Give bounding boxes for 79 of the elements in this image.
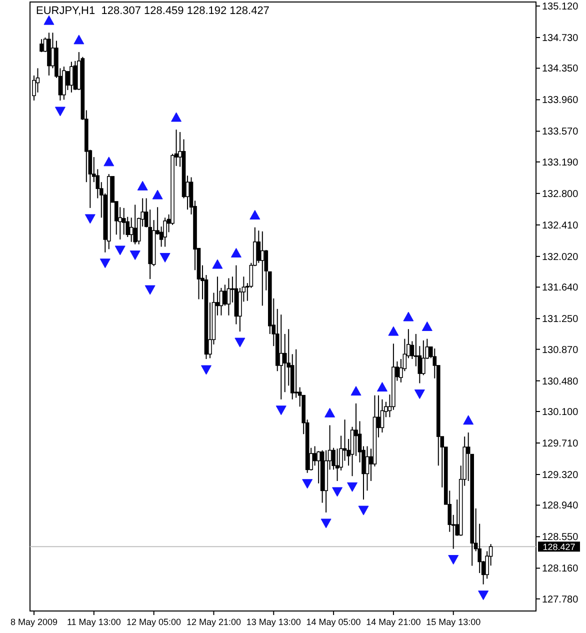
point [171,112,182,122]
point [422,321,432,331]
point [74,34,84,44]
point [463,415,474,425]
point [234,338,246,348]
candlestick [282,333,287,393]
x-tick-label: 12 May 05:00 [126,617,182,627]
ref-line-label: 128.427 [542,542,576,552]
x-tick-label: 8 May 2009 [10,617,58,627]
point [276,406,286,416]
y-tick-label: 135.120 [542,2,579,13]
y-tick-label: 128.550 [542,532,579,544]
candlestick [133,204,137,245]
point [212,259,223,269]
point [160,252,170,262]
y-tick-label: 130.480 [542,376,579,388]
x-tick-label: 14 May 05:00 [306,617,361,627]
point [403,312,414,322]
point [152,190,163,200]
point [358,506,369,516]
candlestick [260,230,264,306]
point [332,487,343,497]
candlestick [226,278,231,316]
x-tick-label: 15 May 13:00 [426,617,481,627]
point [54,106,66,116]
y-tick-label: 130.870 [542,344,579,356]
candlestick [40,38,44,53]
point [376,382,388,392]
point [448,555,459,565]
point [324,408,336,418]
point [130,250,140,260]
point [104,156,114,166]
y-tick-label: 130.100 [542,407,579,418]
point [302,479,313,489]
point [347,482,358,492]
y-tick-label: 131.250 [542,314,579,326]
point [200,365,212,375]
chart-title: EURJPY,H1 128.307 128.459 128.192 128.427 [36,5,270,17]
point [250,210,260,220]
candlestick [422,340,426,376]
point [114,246,126,256]
y-tick-label: 132.020 [542,252,579,263]
y-tick-label: 132.800 [542,188,579,200]
point [230,248,242,258]
y-tick-label: 133.190 [542,157,579,168]
candlestick [73,60,78,91]
candlestick [223,284,227,306]
candlestick [163,217,167,248]
y-tick-label: 129.710 [542,438,579,450]
candlestick [70,61,74,93]
point [100,258,110,268]
point [478,590,489,600]
x-tick-label: 12 May 21:00 [186,617,242,627]
point [320,518,332,528]
x-tick-label: 11 May 13:00 [66,617,121,627]
point [137,180,148,190]
candlestick [279,314,284,400]
x-tick-label: 13 May 13:00 [246,617,301,627]
point [84,214,96,224]
x-tick-label: 14 May 21:00 [366,617,421,627]
candlestick [365,446,370,492]
y-tick-label: 133.570 [542,126,579,138]
y-tick-label: 133.960 [542,95,579,106]
y-tick-label: 128.940 [542,500,579,512]
y-tick-label: 127.780 [542,594,579,606]
y-tick-label: 129.320 [542,470,579,481]
point [44,15,54,25]
y-tick-label: 132.410 [542,220,579,232]
point [144,285,156,295]
candlestick [294,348,298,398]
y-tick-label: 134.730 [542,33,579,44]
candlestick [312,446,317,466]
point [350,386,362,396]
y-tick-label: 134.350 [542,64,579,75]
candlestick [122,207,126,236]
point [388,326,399,336]
y-tick-label: 131.640 [542,282,579,294]
y-tick-label: 128.160 [542,564,579,575]
point [414,389,425,399]
